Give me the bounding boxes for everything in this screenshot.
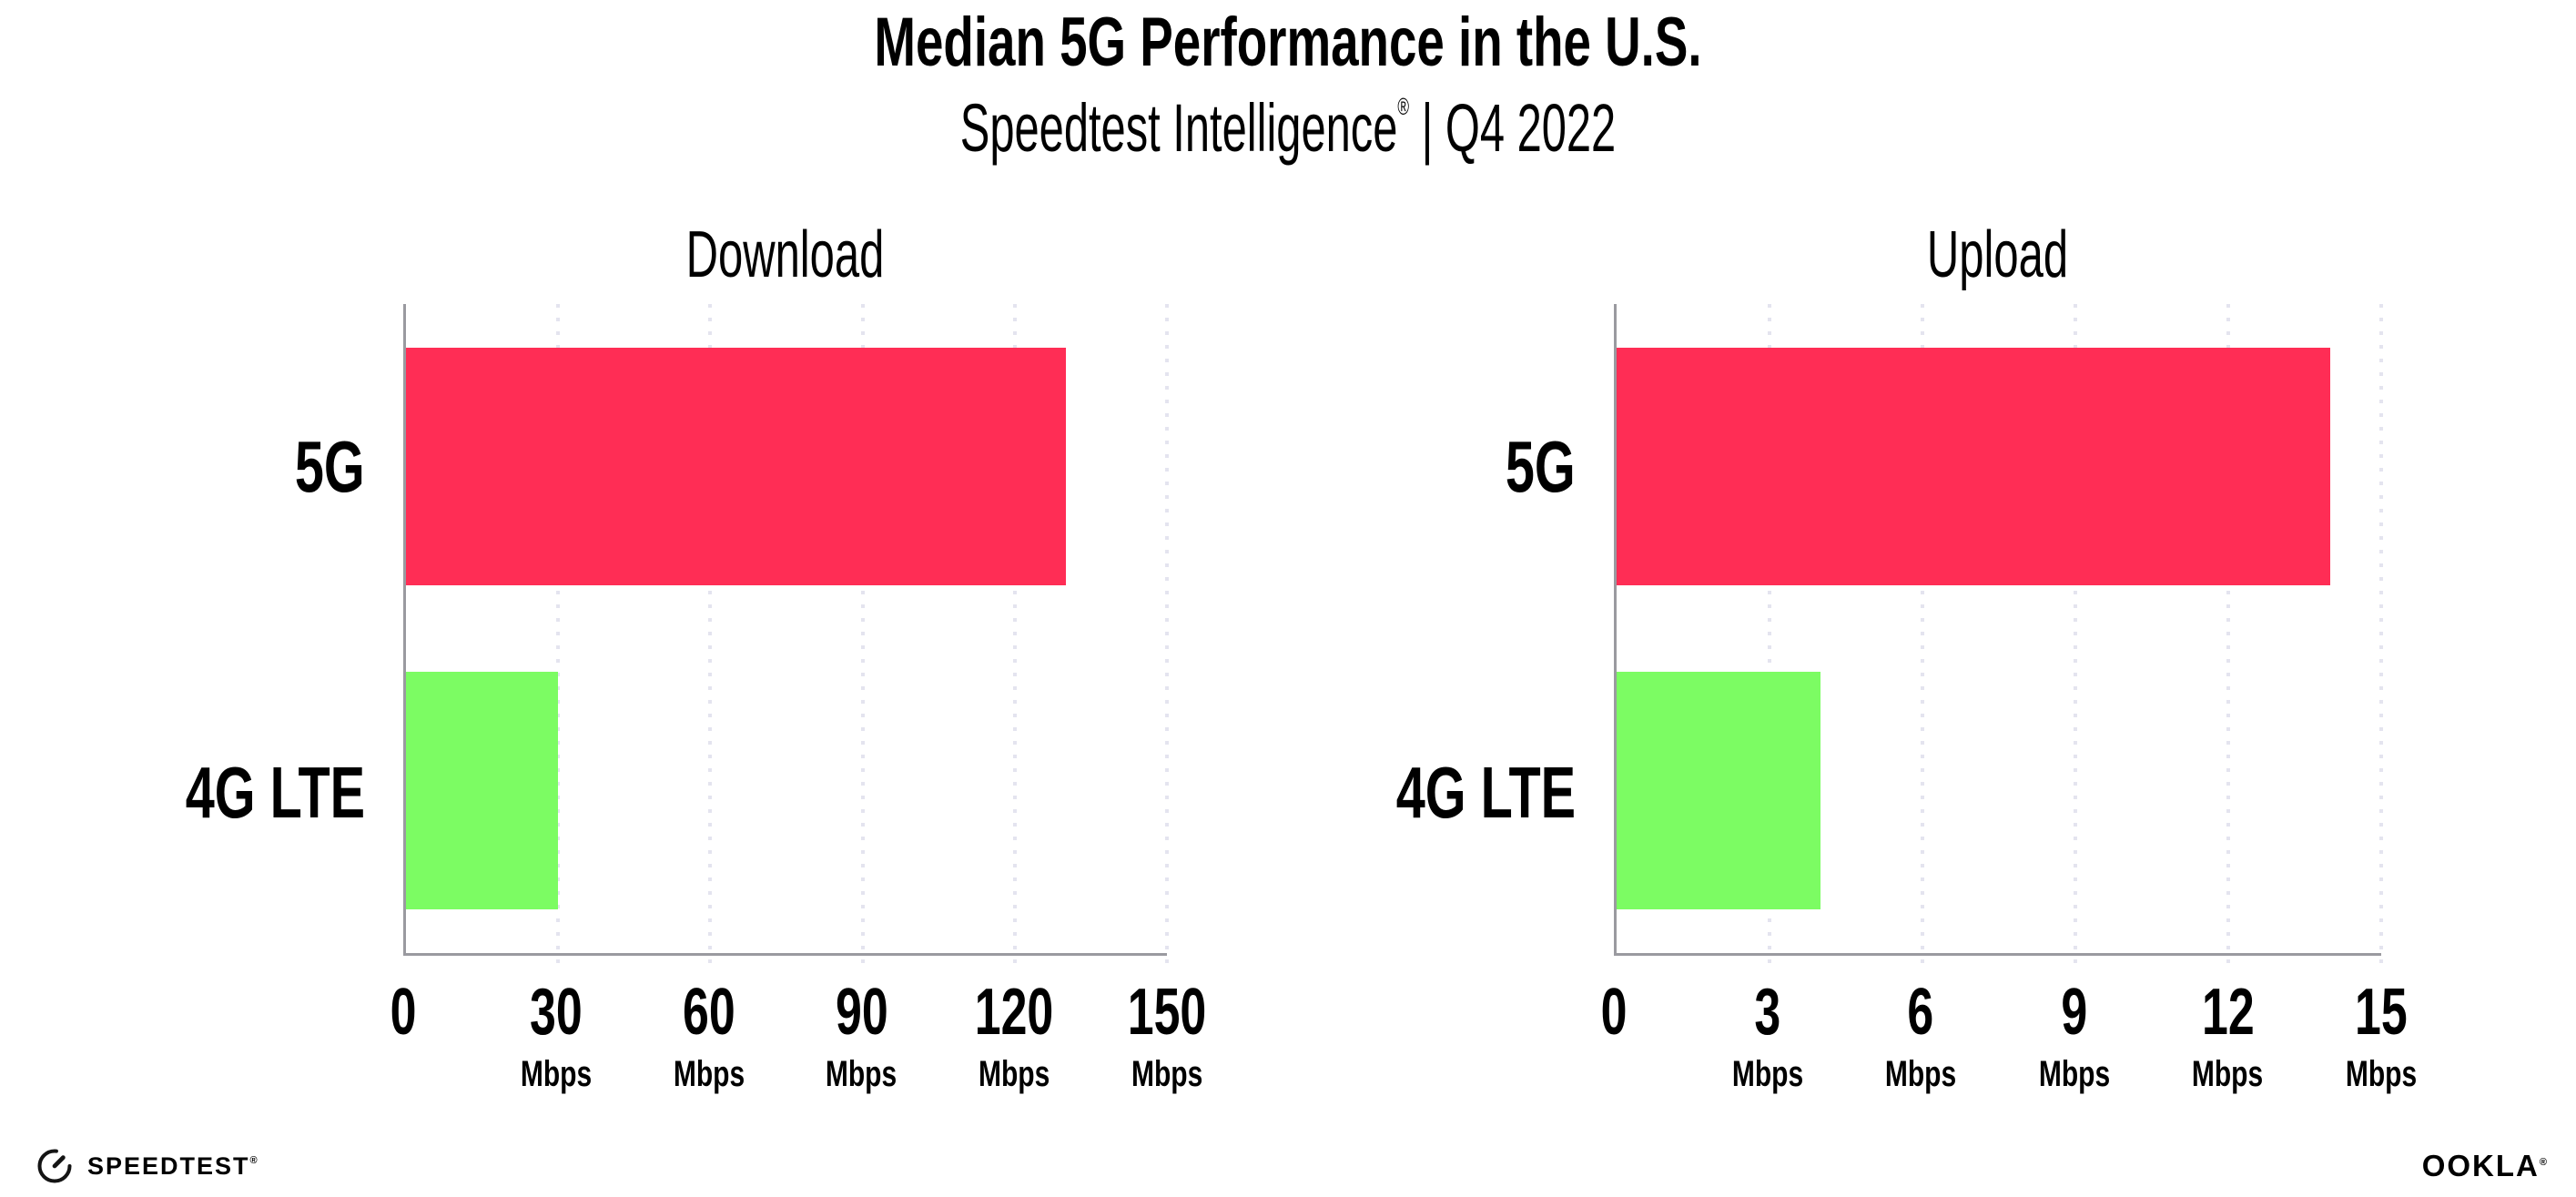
x-tick-60: 60 Mbps [661, 979, 756, 1092]
x-tick-unit: Mbps [1731, 1054, 1803, 1094]
x-tick-3: 3 Mbps [1719, 979, 1814, 1092]
speedtest-gauge-icon [37, 1149, 72, 1183]
speedtest-wordmark: SPEEDTEST® [87, 1151, 258, 1180]
x-tick-value: 3 [1754, 976, 1781, 1049]
x-tick-9: 9 Mbps [2027, 979, 2122, 1092]
y-axis-category-labels: 5G 4G LTE [1284, 304, 1576, 956]
ookla-logo: OOKLA® [2421, 1149, 2547, 1182]
x-tick-0: 0 [1596, 979, 1632, 1045]
subtitle-brand: Speedtest Intelligence [959, 90, 1398, 166]
category-label-5g: 5G [295, 426, 365, 507]
gridlines [406, 304, 1169, 966]
bar-row-4g-lte [406, 629, 1167, 954]
x-tick-150: 150 Mbps [1112, 979, 1222, 1092]
y-cell-4g-lte: 4G LTE [1284, 630, 1576, 956]
plot-area [403, 304, 1169, 966]
registered-mark-icon: ® [1397, 93, 1410, 120]
bar-row-4g-lte [1617, 629, 2381, 954]
x-tick-unit: Mbps [979, 1054, 1050, 1094]
x-tick-unit: Mbps [826, 1054, 898, 1094]
x-tick-value: 0 [1600, 976, 1628, 1049]
x-tick-12: 12 Mbps [2180, 979, 2275, 1092]
x-tick-90: 90 Mbps [814, 979, 908, 1092]
page-title: Median 5G Performance in the U.S. [874, 4, 1702, 81]
x-tick-0: 0 [385, 979, 421, 1045]
registered-mark-icon: ® [249, 1154, 258, 1166]
gridline-90 [860, 304, 865, 966]
x-axis-tick-labels: 0 30 Mbps 60 Mbps 90 Mbps 120 Mbps 150 Mbps [390, 979, 1207, 1098]
x-tick-value: 15 [2355, 976, 2408, 1049]
gridline-15 [2379, 304, 2383, 966]
bar-4g-lte-upload [1617, 672, 1820, 910]
x-tick-unit: Mbps [2038, 1054, 2110, 1094]
x-tick-120: 120 Mbps [959, 979, 1069, 1092]
bar-4g-lte-download [406, 672, 559, 910]
bar-row-5g [406, 304, 1167, 629]
gridline-6 [1921, 304, 1924, 966]
gridline-60 [708, 304, 713, 966]
x-tick-value: 120 [974, 976, 1054, 1049]
x-tick-unit: Mbps [1885, 1054, 1957, 1094]
gridline-150 [1165, 304, 1169, 966]
x-tick-value: 0 [390, 976, 417, 1049]
x-tick-15: 15 Mbps [2334, 979, 2429, 1092]
y-axis-category-labels: 5G 4G LTE [74, 304, 365, 956]
x-tick-unit: Mbps [2345, 1054, 2418, 1094]
category-label-5g: 5G [1506, 426, 1576, 507]
x-axis-tick-labels: 0 3 Mbps 6 Mbps 9 Mbps 12 Mbps 15 Mbps [1601, 979, 2418, 1098]
x-tick-30: 30 Mbps [509, 979, 603, 1092]
gridline-120 [1012, 304, 1017, 966]
bars [1617, 304, 2381, 953]
y-cell-5g: 5G [1284, 304, 1576, 630]
chart-title-download: Download [685, 218, 885, 291]
speedtest-logo: SPEEDTEST® [35, 1145, 258, 1187]
x-tick-unit: Mbps [1131, 1054, 1203, 1094]
plot-area [1614, 304, 2383, 966]
gridline-30 [556, 304, 561, 966]
bar-row-5g [1617, 304, 2381, 629]
x-tick-value: 60 [682, 976, 735, 1049]
x-tick-unit: Mbps [673, 1054, 745, 1094]
bar-5g-download [406, 347, 1066, 585]
gridline-12 [2226, 304, 2230, 966]
y-cell-4g-lte: 4G LTE [74, 630, 365, 956]
x-tick-value: 90 [835, 976, 888, 1049]
gridline-3 [1768, 304, 1771, 966]
x-tick-value: 150 [1127, 976, 1207, 1049]
registered-mark-icon: ® [2539, 1157, 2547, 1168]
category-label-4g-lte: 4G LTE [185, 752, 365, 833]
x-tick-value: 9 [2061, 976, 2088, 1049]
bar-5g-upload [1617, 347, 2330, 585]
x-tick-unit: Mbps [520, 1054, 592, 1094]
x-tick-6: 6 Mbps [1873, 979, 1968, 1092]
gridlines [1617, 304, 2383, 966]
bars [406, 304, 1167, 953]
page-subtitle: Speedtest Intelligence® | Q4 2022 [438, 90, 2138, 167]
x-tick-value: 6 [1907, 976, 1934, 1049]
x-tick-value: 12 [2201, 976, 2255, 1049]
chart-title-upload: Upload [1926, 218, 2069, 291]
x-tick-unit: Mbps [2192, 1054, 2264, 1094]
subtitle-period: | Q4 2022 [1409, 90, 1617, 166]
y-cell-5g: 5G [74, 304, 365, 630]
category-label-4g-lte: 4G LTE [1395, 752, 1576, 833]
gridline-9 [2074, 304, 2077, 966]
x-tick-value: 30 [529, 976, 583, 1049]
